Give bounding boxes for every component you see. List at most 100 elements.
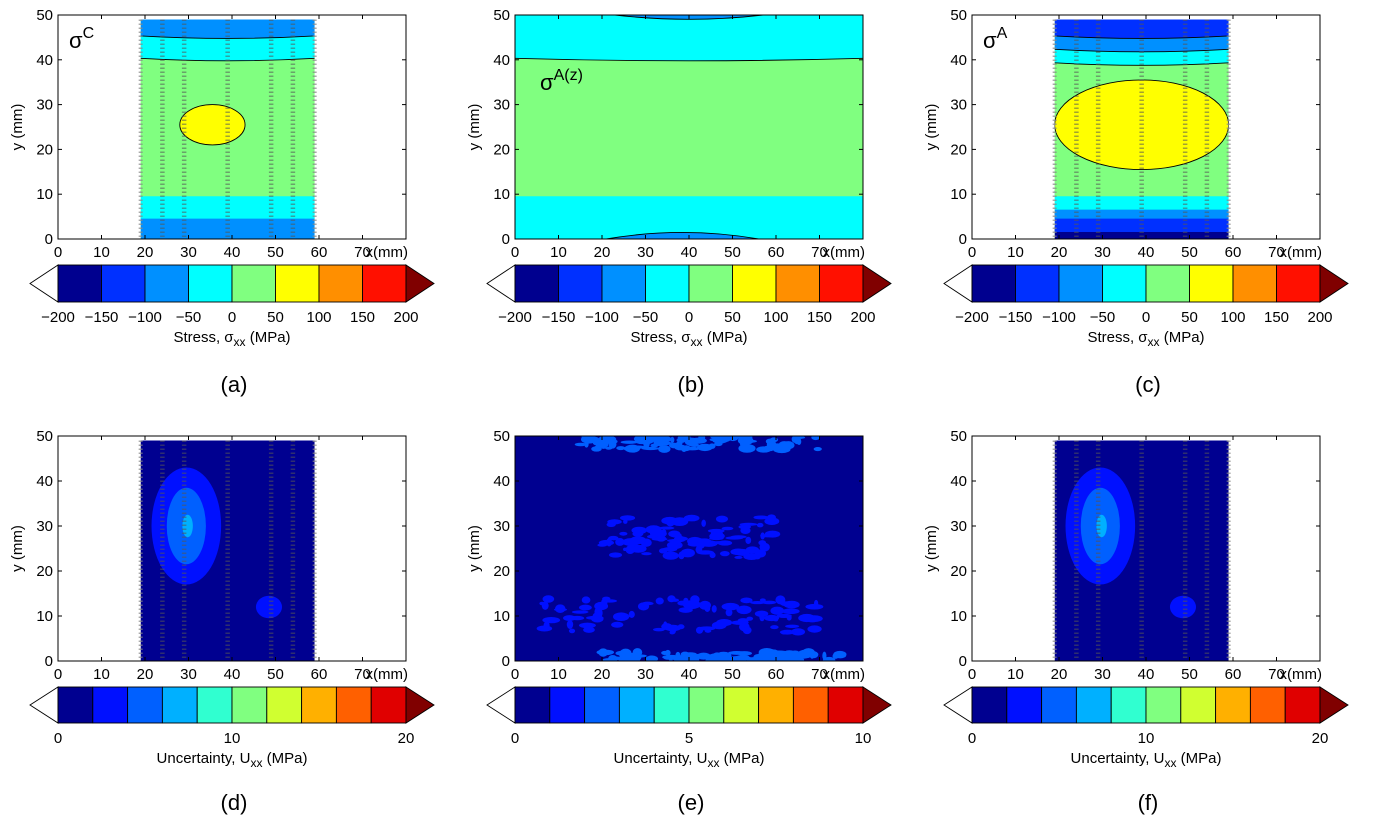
- y-tick-label: 0: [959, 653, 967, 670]
- panel-a: 0 10 20 30 40 50 60 70 0 10 20 30 40 50 x(mm) y (mm) σC −…: [9, 7, 435, 397]
- colorbar-swatch: [196, 686, 233, 724]
- x-axis-label: x(mm): [1280, 666, 1322, 683]
- contour-speckle: [669, 442, 680, 449]
- contour-speckle: [705, 657, 716, 661]
- colorbar-swatch: [601, 264, 646, 303]
- contour-speckle: [708, 443, 716, 449]
- y-axis-label: y (mm): [9, 104, 26, 151]
- colorbar-under-arrow: [943, 264, 973, 303]
- x-tick-label: 70: [811, 244, 828, 261]
- y-tick-label: 0: [45, 231, 53, 248]
- y-tick-label: 10: [36, 608, 53, 625]
- contour-field: [140, 19, 315, 240]
- contour-speckle: [770, 625, 779, 630]
- x-tick-label: 50: [267, 666, 284, 683]
- colorbar: −200 −150 −100 −50 0 50 100 150 200 Stress, σxx (…: [29, 264, 435, 349]
- contour-speckle: [555, 604, 566, 613]
- contour-speckle: [764, 614, 780, 622]
- colorbar-swatch: [1145, 264, 1190, 303]
- y-tick-label: 0: [502, 231, 510, 248]
- y-tick-label: 40: [493, 52, 510, 69]
- contour-speckle: [779, 629, 795, 635]
- contour-speckle: [740, 597, 753, 604]
- colorbar-swatch: [1180, 686, 1217, 724]
- x-tick-label: 60: [311, 244, 328, 261]
- contour-speckle: [715, 651, 732, 660]
- colorbar-tick-label: 50: [267, 309, 284, 326]
- contour-speckle: [598, 539, 615, 546]
- y-tick-label: 20: [36, 563, 53, 580]
- colorbar-swatch: [92, 686, 129, 724]
- panel-b: 0 10 20 30 40 50 60 70 0 10 20 30 40 50 x(mm) y (mm) σA(…: [466, 7, 892, 397]
- x-tick-label: 60: [311, 666, 328, 683]
- panel-label: (a): [221, 372, 248, 397]
- contour-speckle: [678, 551, 685, 560]
- colorbar-swatch: [127, 686, 163, 724]
- contour-speckle: [661, 441, 672, 445]
- x-tick-label: 30: [637, 244, 654, 261]
- x-tick-label: 20: [1051, 244, 1068, 261]
- colorbar-swatch: [1006, 686, 1043, 724]
- contour-speckle: [626, 545, 636, 552]
- contour-speckle: [756, 652, 772, 659]
- contour-speckle: [683, 597, 689, 604]
- colorbar-under-arrow: [943, 686, 973, 724]
- panel-label: (b): [678, 372, 705, 397]
- contour-speckle: [721, 526, 734, 531]
- contour-speckle: [635, 438, 650, 445]
- x-tick-label: 50: [1181, 666, 1198, 683]
- colorbar-swatch: [1232, 264, 1277, 303]
- x-tick-label: 40: [224, 666, 241, 683]
- y-tick-label: 50: [950, 428, 967, 445]
- colorbar-swatch: [558, 264, 603, 303]
- colorbar-swatch: [549, 686, 586, 724]
- x-tick-label: 70: [354, 666, 371, 683]
- colorbar-tick-label: −200: [41, 309, 75, 326]
- contour-speckle: [583, 626, 595, 633]
- contour-speckle: [740, 524, 748, 530]
- contour-speckle: [704, 629, 712, 633]
- colorbar-tick-label: 0: [228, 309, 236, 326]
- contour-speckle: [613, 612, 630, 622]
- contour-speckle: [591, 446, 602, 452]
- x-tick-label: 40: [681, 244, 698, 261]
- contour-speckle: [777, 654, 793, 658]
- x-tick-label: 0: [54, 244, 62, 261]
- contour-speckle: [792, 436, 806, 439]
- contour-speckle: [670, 436, 675, 444]
- contour-field: [515, 15, 863, 239]
- colorbar-swatch: [1075, 686, 1112, 724]
- x-tick-label: 0: [511, 666, 519, 683]
- colorbar-swatch: [775, 264, 820, 303]
- contour-speckle: [606, 522, 616, 528]
- colorbar-swatch: [971, 264, 1016, 303]
- contour-speckle: [594, 607, 602, 617]
- contour-speckle: [736, 651, 752, 656]
- contour-speckle: [745, 536, 752, 545]
- colorbar-swatch: [514, 686, 551, 724]
- contour-speckle: [832, 653, 839, 659]
- colorbar-swatch: [161, 686, 198, 724]
- y-tick-label: 10: [950, 608, 967, 625]
- contour-speckle: [737, 618, 749, 624]
- x-tick-label: 50: [267, 244, 284, 261]
- contour-speckle: [683, 514, 700, 522]
- contour-region: [1169, 595, 1197, 619]
- colorbar-tick-label: −150: [542, 309, 576, 326]
- colorbar-swatch: [1284, 686, 1321, 724]
- contour-speckle: [628, 610, 635, 618]
- x-tick-label: 30: [637, 666, 654, 683]
- colorbar-over-arrow: [1319, 686, 1349, 724]
- colorbar-tick-label: 0: [685, 309, 693, 326]
- contour-speckle: [760, 534, 776, 538]
- colorbar-under-arrow: [486, 264, 516, 303]
- colorbar-swatch: [1015, 264, 1060, 303]
- colorbar-swatch: [723, 686, 760, 724]
- y-tick-label: 50: [950, 7, 967, 24]
- contour-speckle: [655, 597, 664, 605]
- contour-speckle: [605, 446, 613, 450]
- contour-speckle: [662, 551, 679, 560]
- x-axis-label: x(mm): [1280, 244, 1322, 261]
- contour-speckle: [791, 628, 806, 636]
